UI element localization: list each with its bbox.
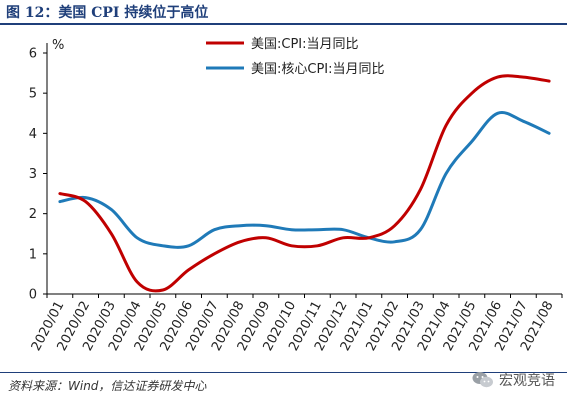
y-tick-label: 2 <box>29 207 37 222</box>
y-unit-label: % <box>52 38 64 53</box>
figure-title: 图 12：美国 CPI 持续位于高位 <box>6 5 209 21</box>
watermark: 宏观竞语 <box>472 370 555 390</box>
footer-divider <box>0 372 567 373</box>
y-tick-label: 5 <box>29 87 37 102</box>
title-divider <box>0 23 567 25</box>
core-cpi-series-line <box>58 111 551 249</box>
cpi-line-chart: 0123456%2020/012020/022020/032020/042020… <box>29 37 563 354</box>
legend-label-cpi: 美国:CPI:当月同比 <box>251 37 359 52</box>
cpi-series-line <box>58 74 551 293</box>
y-tick-label: 1 <box>29 247 37 262</box>
y-tick-label: 3 <box>29 167 37 182</box>
watermark-text: 宏观竞语 <box>499 373 555 389</box>
source-note: 资料来源：Wind，信达证券研发中心 <box>8 379 207 393</box>
series-lines <box>58 74 551 293</box>
y-tick-label: 6 <box>29 47 37 62</box>
y-tick-label: 0 <box>29 288 37 303</box>
legend-label-core-cpi: 美国:核心CPI:当月同比 <box>251 62 385 77</box>
wechat-icon <box>472 372 493 388</box>
y-tick-label: 4 <box>29 127 37 142</box>
